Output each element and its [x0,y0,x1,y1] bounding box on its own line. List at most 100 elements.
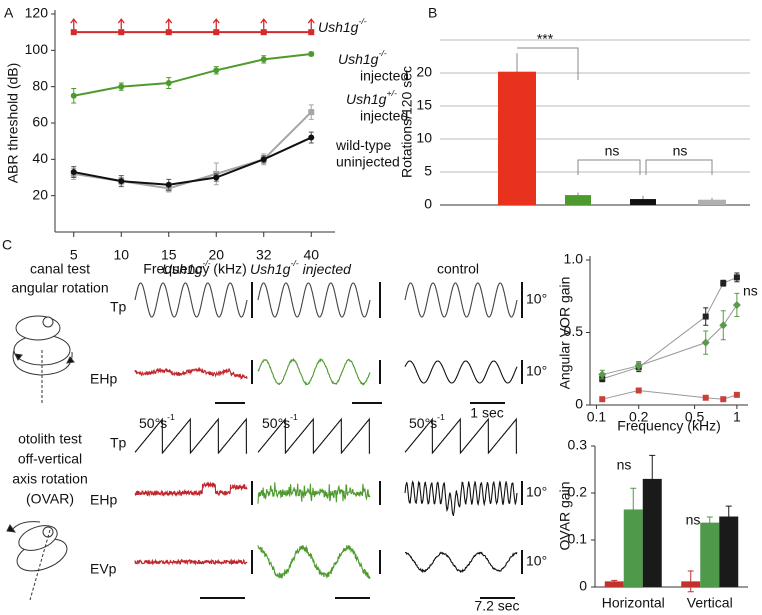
bar [700,522,720,587]
annotation: ns [617,457,632,473]
marker [260,156,267,163]
y-axis-label: OVAR gain [557,482,573,551]
marker [719,321,728,330]
marker [702,313,709,320]
column-header-part: -/- [290,258,298,268]
marker [634,361,643,370]
y-tick-label: 20 [416,64,432,80]
row-label: Tp [110,299,127,315]
y-tick-label: 15 [416,97,432,113]
y-axis-label: Angular VOR gain [557,277,573,390]
annotation: ns [605,143,620,159]
x-tick-label: 5 [70,247,78,263]
scale-label: 10° [526,291,547,307]
velocity-label: 50°s-1 [262,412,298,430]
annotation: ns [743,283,758,299]
test-label: axis rotation [12,471,87,487]
y-tick-label: 120 [25,5,49,21]
marker [260,56,267,63]
column-header-part: -/- [202,258,210,268]
test-label: off-vertical [18,451,82,467]
bar [498,71,536,206]
series-label: uninjected [336,154,400,170]
series-line [73,111,312,190]
trace [134,417,248,455]
series-label-part: Ush1g [318,19,359,35]
y-tick-label: 0 [575,396,583,412]
y-tick-label: 0.5 [564,323,584,339]
arrow [165,18,173,30]
mouse-ovar [6,521,68,601]
marker [213,174,220,181]
arrow [212,18,220,30]
marker [308,109,315,116]
marker [213,67,220,74]
trace [257,417,371,455]
bar [604,581,624,587]
y-tick-label: 40 [32,150,48,166]
series-label: Ush1g-/- [338,48,387,66]
test-label: (OVAR) [26,491,74,507]
x-tick-label: Vertical [687,595,733,611]
trace [134,481,248,498]
marker [70,169,77,176]
velocity-label: 50°s-1 [139,412,175,430]
x-tick-label: 15 [161,247,177,263]
series-label-part: -/- [378,48,386,58]
series-label: Ush1g+/- [346,88,397,106]
bar [698,199,726,205]
series-label-part: +/- [386,88,396,98]
bar [623,509,643,587]
x-tick-label: 20 [208,247,224,263]
marker [308,29,315,36]
marker [260,29,267,36]
scale-label: 10° [526,484,547,500]
velocity-label-part: -1 [437,412,445,422]
marker [598,370,607,379]
marker [165,29,172,36]
series-line [73,52,312,97]
marker [118,178,125,185]
row-label: Tp [110,435,127,451]
trace [257,357,371,387]
trace [134,558,248,566]
significance-bracket [577,159,641,175]
velocity-label-part: 50°s [262,415,290,431]
y-axis-label: Rotations/120 sec [399,66,415,178]
x-tick-label: 32 [256,247,272,263]
trace [257,482,371,504]
y-tick-label: 100 [25,41,49,57]
scale-label: 10° [526,363,547,379]
trace [257,544,371,579]
x-tick-label: 0.1 [587,409,607,425]
marker [165,80,172,87]
x-tick-label: Horizontal [602,595,665,611]
series-label: Ush1g-/- [318,16,367,34]
arrow [70,18,78,30]
series-label: wild-type [335,137,391,153]
trace [134,282,248,318]
marker [308,134,315,141]
velocity-label: 50°s-1 [409,412,445,430]
marker [733,391,740,398]
marker [720,280,727,287]
series-line [602,389,738,400]
x-tick-label: 40 [303,247,319,263]
y-axis-label: ABR threshold (dB) [5,63,21,184]
arrow [117,18,125,30]
series-line [602,304,738,376]
marker [702,394,709,401]
bar [642,478,662,587]
column-header-part: Ush1g [162,261,203,277]
significance-bracket [517,47,579,80]
series-label-part: -/- [358,16,366,26]
trace [404,479,518,516]
arrow [260,18,268,30]
series-label-part: Ush1g [346,91,387,107]
velocity-label-part: 50°s [409,415,437,431]
time-label: 7.2 sec [474,598,519,614]
series-label-part: wild-type [335,137,391,153]
x-axis-label: Frequency (kHz) [617,418,720,434]
y-tick-label: 0 [424,196,432,212]
